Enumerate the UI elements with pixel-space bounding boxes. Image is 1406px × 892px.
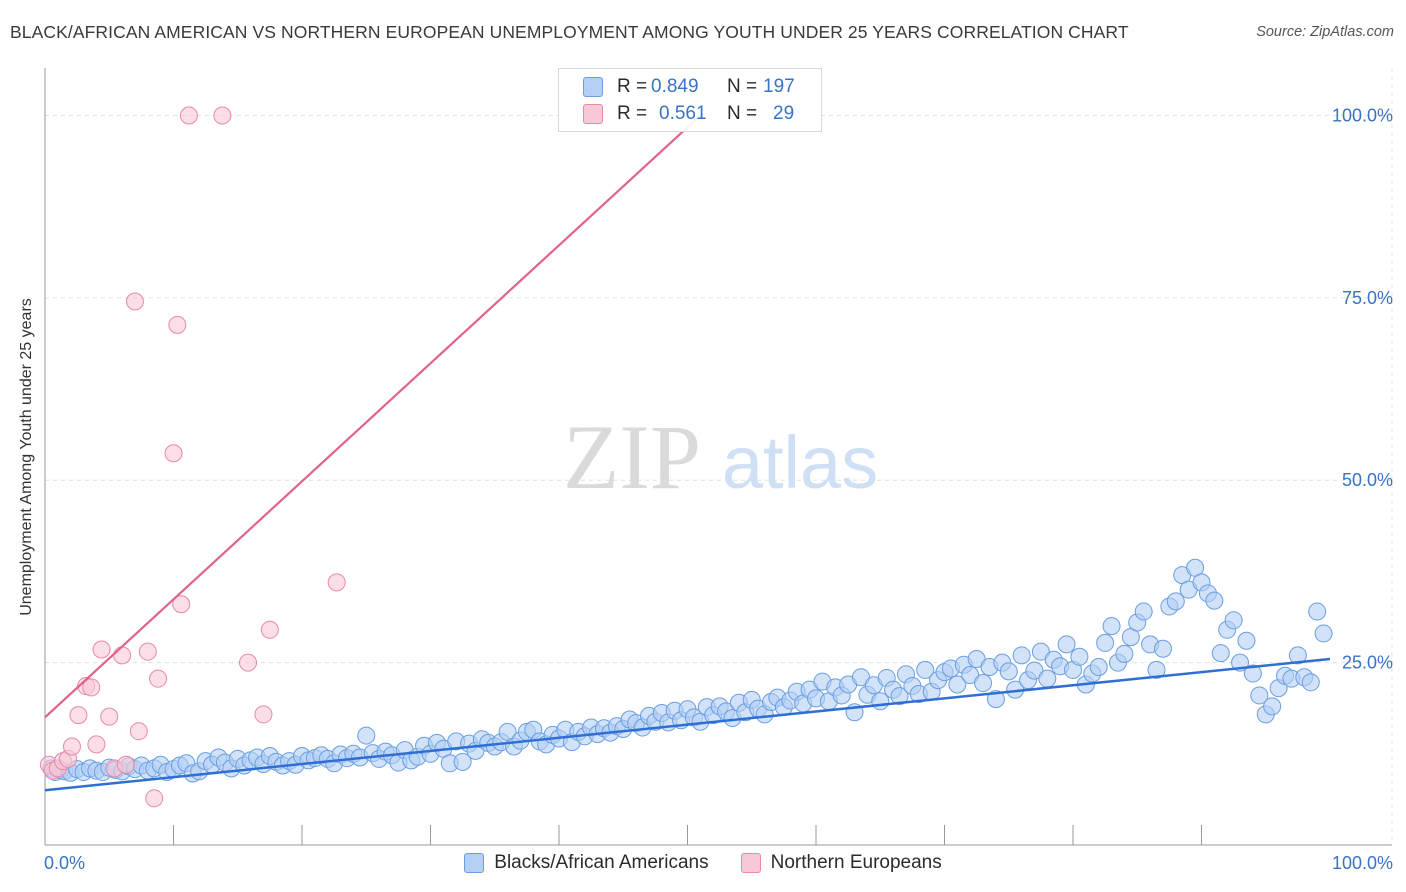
data-point-pink bbox=[149, 669, 168, 688]
data-point-blue bbox=[1211, 644, 1230, 663]
x-tick-label: 0.0% bbox=[44, 853, 85, 873]
data-point-blue bbox=[851, 668, 870, 687]
y-axis-label: Unemployment Among Youth under 25 years bbox=[18, 298, 35, 616]
data-point-blue bbox=[999, 662, 1018, 681]
data-point-blue bbox=[890, 687, 909, 706]
legend-n-value: 29 bbox=[773, 103, 795, 124]
data-point-pink bbox=[172, 595, 191, 614]
data-point-pink bbox=[168, 315, 187, 334]
y-tick-label: 100.0% bbox=[1332, 105, 1393, 125]
data-point-blue bbox=[1243, 664, 1262, 683]
legend-item-label: Blacks/African Americans bbox=[494, 852, 709, 873]
legend-r-label: R = bbox=[617, 103, 648, 124]
y-tick-label: 75.0% bbox=[1342, 288, 1393, 308]
data-point-blue bbox=[1115, 644, 1134, 663]
data-point-blue bbox=[1012, 646, 1031, 665]
data-point-blue bbox=[974, 674, 993, 693]
watermark: ZIP atlas bbox=[563, 406, 878, 508]
data-point-blue bbox=[1031, 642, 1050, 661]
data-point-pink bbox=[239, 653, 258, 672]
legend-r-value: 0.849 bbox=[651, 76, 699, 97]
y-tick-label: 25.0% bbox=[1342, 653, 1393, 673]
data-point-blue bbox=[961, 666, 980, 685]
data-point-blue bbox=[1237, 631, 1256, 650]
data-point-pink bbox=[327, 573, 346, 592]
data-point-pink bbox=[113, 646, 132, 665]
legend-swatch-blue bbox=[583, 77, 603, 97]
data-point-blue bbox=[1224, 611, 1243, 630]
data-point-blue bbox=[1025, 661, 1044, 680]
data-point-pink bbox=[260, 620, 279, 639]
data-point-blue bbox=[1166, 592, 1185, 611]
data-point-pink bbox=[164, 444, 183, 463]
legend-swatch-pink bbox=[740, 853, 761, 873]
data-point-blue bbox=[1205, 591, 1224, 610]
data-point-pink bbox=[92, 640, 111, 659]
y-tick-label: 50.0% bbox=[1342, 470, 1393, 490]
trend-lines bbox=[44, 114, 1331, 792]
axes bbox=[44, 68, 1392, 846]
data-point-pink bbox=[62, 737, 81, 756]
data-point-pink bbox=[87, 735, 106, 754]
trend-line-blue bbox=[44, 657, 1331, 792]
data-point-blue bbox=[1147, 660, 1166, 679]
x-tick-label: 100.0% bbox=[1332, 853, 1393, 873]
legend-r-value: 0.561 bbox=[659, 103, 707, 124]
legend-swatch-blue bbox=[464, 853, 485, 873]
legend-swatch-pink bbox=[583, 104, 603, 124]
source-label: Source: ZipAtlas.com bbox=[1256, 24, 1394, 40]
data-point-pink bbox=[145, 789, 164, 808]
data-point-blue bbox=[1288, 646, 1307, 665]
data-point-blue bbox=[948, 675, 967, 694]
data-point-pink bbox=[138, 642, 157, 661]
watermark-zip: ZIP bbox=[563, 406, 701, 508]
data-point-blue bbox=[1308, 602, 1327, 621]
data-point-blue bbox=[1250, 686, 1269, 705]
data-point-pink bbox=[125, 292, 144, 311]
data-point-blue bbox=[1070, 647, 1089, 666]
chart-title: BLACK/AFRICAN AMERICAN VS NORTHERN EUROP… bbox=[10, 22, 1129, 42]
data-point-blue bbox=[1057, 635, 1076, 654]
data-point-pink bbox=[179, 106, 198, 125]
data-point-pink bbox=[129, 722, 148, 741]
legend-r-label: R = bbox=[617, 76, 648, 97]
data-point-blue bbox=[1038, 669, 1057, 688]
data-point-pink bbox=[254, 705, 273, 724]
series-legend: Blacks/African Americans Northern Europe… bbox=[0, 852, 1406, 874]
legend-row-blue: R = 0.849 N = 197 bbox=[583, 75, 795, 99]
data-point-blue bbox=[1153, 639, 1172, 658]
gridlines bbox=[45, 68, 1393, 845]
legend-n-value: 197 bbox=[763, 76, 795, 97]
correlation-legend: R = 0.849 N = 197 R = 0.561 N = 29 bbox=[558, 68, 822, 132]
tick-labels: 25.0% 50.0% 75.0% 100.0% 0.0% 100.0% bbox=[44, 105, 1393, 873]
series-blue-points bbox=[42, 558, 1333, 783]
data-point-pink bbox=[82, 678, 101, 697]
data-point-blue bbox=[1263, 697, 1282, 716]
data-point-blue bbox=[453, 752, 472, 771]
data-point-pink bbox=[116, 755, 135, 774]
data-point-blue bbox=[357, 726, 376, 745]
data-point-pink bbox=[69, 706, 88, 725]
watermark-atlas: atlas bbox=[722, 421, 878, 504]
trend-line-pink bbox=[44, 114, 702, 719]
data-point-blue bbox=[1089, 657, 1108, 676]
legend-item-label: Northern Europeans bbox=[770, 852, 942, 873]
data-point-pink bbox=[213, 106, 232, 125]
data-point-blue bbox=[967, 649, 986, 668]
legend-n-label: N = bbox=[727, 103, 758, 124]
legend-n-label: N = bbox=[727, 76, 758, 97]
legend-row-pink: R = 0.561 N = 29 bbox=[583, 102, 794, 126]
data-point-blue bbox=[1314, 624, 1333, 643]
data-point-blue bbox=[1134, 602, 1153, 621]
series-pink-points bbox=[39, 106, 346, 808]
data-point-blue bbox=[1301, 673, 1320, 692]
data-point-blue bbox=[986, 690, 1005, 709]
data-point-blue bbox=[1096, 633, 1115, 652]
data-point-pink bbox=[100, 707, 119, 726]
data-point-blue bbox=[916, 660, 935, 679]
legend-item-blacks[interactable]: Blacks/African Americans bbox=[464, 852, 709, 874]
legend-item-northern-europeans[interactable]: Northern Europeans bbox=[740, 852, 942, 874]
data-point-blue bbox=[1102, 617, 1121, 636]
